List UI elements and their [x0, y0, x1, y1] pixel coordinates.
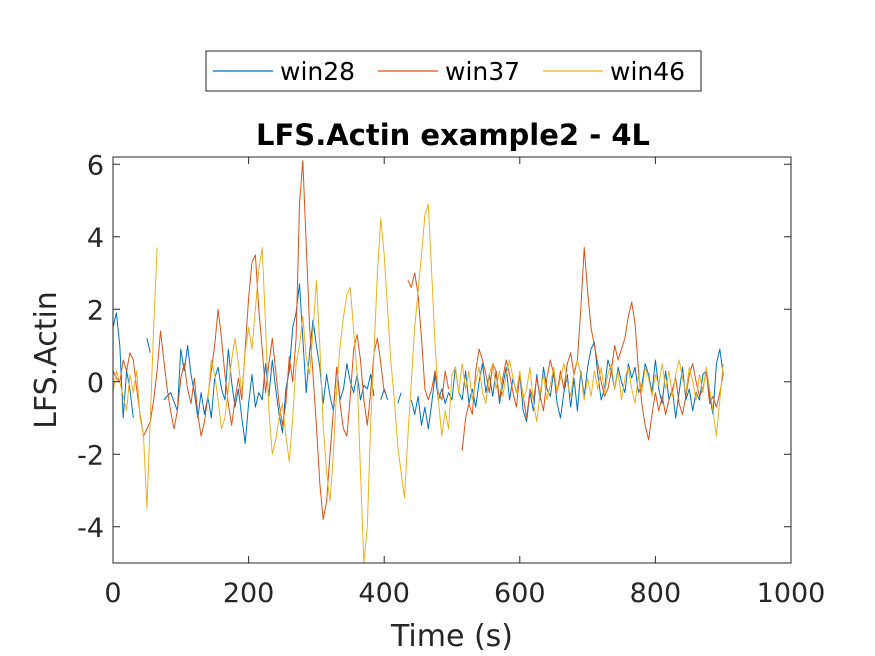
y-tick-label--4: -4 [77, 513, 104, 544]
y-tick-label-6: 6 [87, 150, 104, 181]
series-line-win28-segment-0 [112, 312, 134, 419]
chart-title: LFS.Actin example2 - 4L [256, 118, 650, 152]
y-tick-label-0: 0 [87, 368, 104, 399]
x-tick-label-600: 600 [494, 578, 546, 609]
x-axis: 0 200 400 600 800 1000 [104, 157, 825, 609]
y-axis-label: LFS.Actin [29, 291, 64, 429]
series-line-win46-segment-1 [207, 203, 724, 564]
series-line-win37-segment-2 [461, 247, 724, 451]
axes-box [112, 156, 792, 564]
plot-area [113, 157, 791, 563]
x-tick-label-0: 0 [104, 578, 121, 609]
series-line-win46-segment-0 [112, 247, 158, 510]
legend-box [205, 50, 702, 92]
x-tick-label-200: 200 [223, 578, 275, 609]
legend-label-win28: win28 [280, 57, 355, 86]
series-line-win37-segment-1 [407, 272, 450, 401]
x-tick-label-800: 800 [630, 578, 682, 609]
y-axis: -4 -2 0 2 4 6 [77, 150, 791, 544]
x-tick-label-400: 400 [358, 578, 410, 609]
legend: win28 win37 win46 [205, 50, 702, 92]
x-tick-label-1000: 1000 [757, 578, 826, 609]
y-tick-label-2: 2 [87, 295, 104, 326]
series-line-win28-segment-1 [146, 338, 151, 353]
legend-label-win37: win37 [445, 57, 520, 86]
legend-label-win46: win46 [610, 57, 685, 86]
series-line-win28-segment-4 [397, 392, 402, 404]
y-tick-label--2: -2 [77, 440, 104, 471]
x-axis-label: Time (s) [390, 619, 513, 654]
series-layer [112, 160, 724, 564]
y-tick-label-4: 4 [87, 223, 104, 254]
series-line-win37-segment-0 [112, 160, 385, 520]
